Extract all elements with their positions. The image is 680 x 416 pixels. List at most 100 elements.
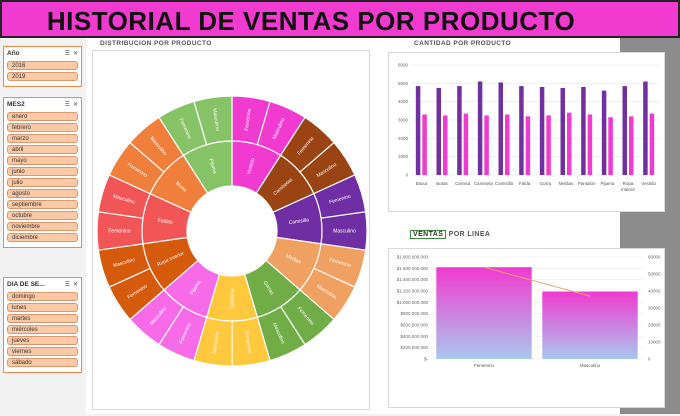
bar[interactable] [608,117,613,175]
multi-select-icon[interactable]: ☰ [64,101,70,108]
slicer-item-mes[interactable]: marzo [7,134,78,143]
slicer-item-mes[interactable]: agosto [7,189,78,198]
bar[interactable] [505,114,510,176]
x-tick-label: Interior [621,187,636,192]
sunburst-chart: VestidoCamisetasCamisillaMediasGorrasPan… [96,95,368,367]
sunburst-label: Femenino [244,108,253,131]
bar[interactable] [649,113,655,175]
sunburst-label: Masculino [212,331,221,354]
sales-line-chart: $- $200.000.000 $400.000.000 $600.000.000 $8… [397,255,661,369]
bar[interactable] [443,115,448,175]
combo-chart-panel[interactable]: $- $200.000.000 $400.000.000 $600.000.000 $8… [388,248,665,408]
slicer-item-anio[interactable]: 2016 [7,61,78,70]
y-tick-label: $1.600.000.000 [397,266,429,271]
sunburst-outer-segment[interactable] [193,95,233,146]
y-tick-label: $1.400.000.000 [397,277,429,282]
slicer-item-dia[interactable]: martes [7,314,78,323]
sunburst-label: Vestido [246,157,256,175]
bar[interactable] [622,86,628,175]
slicer-item-mes[interactable]: julio [7,178,78,187]
bar[interactable] [629,116,634,175]
slicer-dia: DIA DE SE... ☰ ✕ domingo lunes martes miérco… [3,277,82,373]
sunburst-label: Femenino [243,331,252,354]
sunburst-hole [188,187,276,275]
slicer-item-mes[interactable]: febrero [7,123,78,132]
line-series[interactable] [483,266,591,297]
slicer-item-dia[interactable]: lunes [7,303,78,312]
slicer-item-dia[interactable]: sábado [7,358,78,367]
bar[interactable] [587,114,593,176]
clear-filter-icon[interactable]: ✕ [72,281,78,288]
bar[interactable] [415,86,421,175]
sunburst-panel[interactable]: Vestido Camisetas Camisilla Medias Gorras Pan… [92,50,370,410]
combo-chart-label-boxed: VENTAS [410,230,447,239]
bar[interactable] [643,81,648,176]
slicer-item-dia[interactable]: jueves [7,336,78,345]
x-tick-label: Falda [519,181,531,186]
slicer-item-mes[interactable]: enero [7,112,78,121]
bar-chart-label: CANTIDAD POR PRODUCTO [414,40,512,47]
slicer-title: DIA DE SE... [7,280,45,288]
x-tick-label: Vestido [641,181,656,186]
slicer-item-mes[interactable]: mayo [7,156,78,165]
slicer-title: Año [7,49,20,57]
y-tick-label: $800.000.000 [400,311,428,316]
y-tick-label: $1.000.000.000 [397,300,429,305]
slicer-item-mes[interactable]: junio [7,167,78,176]
y2-tick-label: 60000 [648,255,661,260]
bar[interactable] [498,82,504,175]
slicer-item-dia[interactable]: miércoles [7,325,78,334]
slicer-header: MES2 ☰ ✕ [4,98,81,110]
slicer-item-mes[interactable]: noviembre [7,222,78,231]
y-tick-label: 0 [405,173,408,178]
slicer-item-mes[interactable]: octubre [7,211,78,220]
bar[interactable] [477,81,483,176]
bar[interactable] [581,87,586,175]
bar[interactable] [601,90,607,175]
slicer-item-mes[interactable]: abril [7,145,78,154]
bar[interactable] [484,115,489,175]
x-tick-label: Masculino [580,363,601,368]
multi-select-icon[interactable]: ☰ [64,281,70,288]
bar[interactable] [422,114,427,176]
bar[interactable] [542,291,638,359]
sunburst-label: Pijama [208,158,218,175]
bar[interactable] [519,86,524,175]
x-tick-label: Femenino [474,363,495,368]
y-tick-label: 6000 [398,63,409,68]
clear-filter-icon[interactable]: ✕ [72,101,78,108]
y2-tick-label: 0 [648,357,651,362]
multi-select-icon[interactable]: ☰ [64,50,70,57]
y2-tick-label: 10000 [648,340,661,345]
sunburst-label: DISTRIBUCION POR PRODUCTO [100,40,212,47]
bar[interactable] [436,87,442,175]
bar[interactable] [546,115,551,175]
bar[interactable] [525,116,531,175]
slicer-title: MES2 [7,100,25,108]
bar[interactable] [457,86,462,175]
sunburst-label: Pantalón [229,289,235,309]
combo-chart-label-rest: POR LINEA [448,231,491,238]
slicer-item-dia[interactable]: domingo [7,292,78,301]
y-tick-label: $1.800.000.000 [397,255,429,260]
slicer-item-anio[interactable]: 2019 [7,72,78,81]
y2-tick-label: 20000 [648,323,661,328]
y-tick-label: 3000 [398,118,409,123]
bar[interactable] [463,113,469,175]
slicer-item-mes[interactable]: septiembre [7,200,78,209]
slicer-item-dia[interactable]: viernes [7,347,78,356]
y2-tick-label: 30000 [648,306,661,311]
y2-tick-label: 40000 [648,289,661,294]
x-tick-label: Camisilla [495,181,514,186]
x-tick-label: Pijama [600,181,614,186]
bar[interactable] [436,267,532,359]
y-tick-label: 2000 [398,136,409,141]
bar-chart-panel[interactable]: 0 1000 2000 3000 4000 5000 6000 Blusa Botas Camis… [388,52,665,212]
clear-filter-icon[interactable]: ✕ [72,50,78,57]
bar[interactable] [560,87,566,175]
y-tick-label: 1000 [398,154,409,159]
bar[interactable] [539,87,545,175]
sunburst-label: Femenino [108,228,130,234]
slicer-item-mes[interactable]: diciembre [7,233,78,242]
bar[interactable] [567,112,572,175]
